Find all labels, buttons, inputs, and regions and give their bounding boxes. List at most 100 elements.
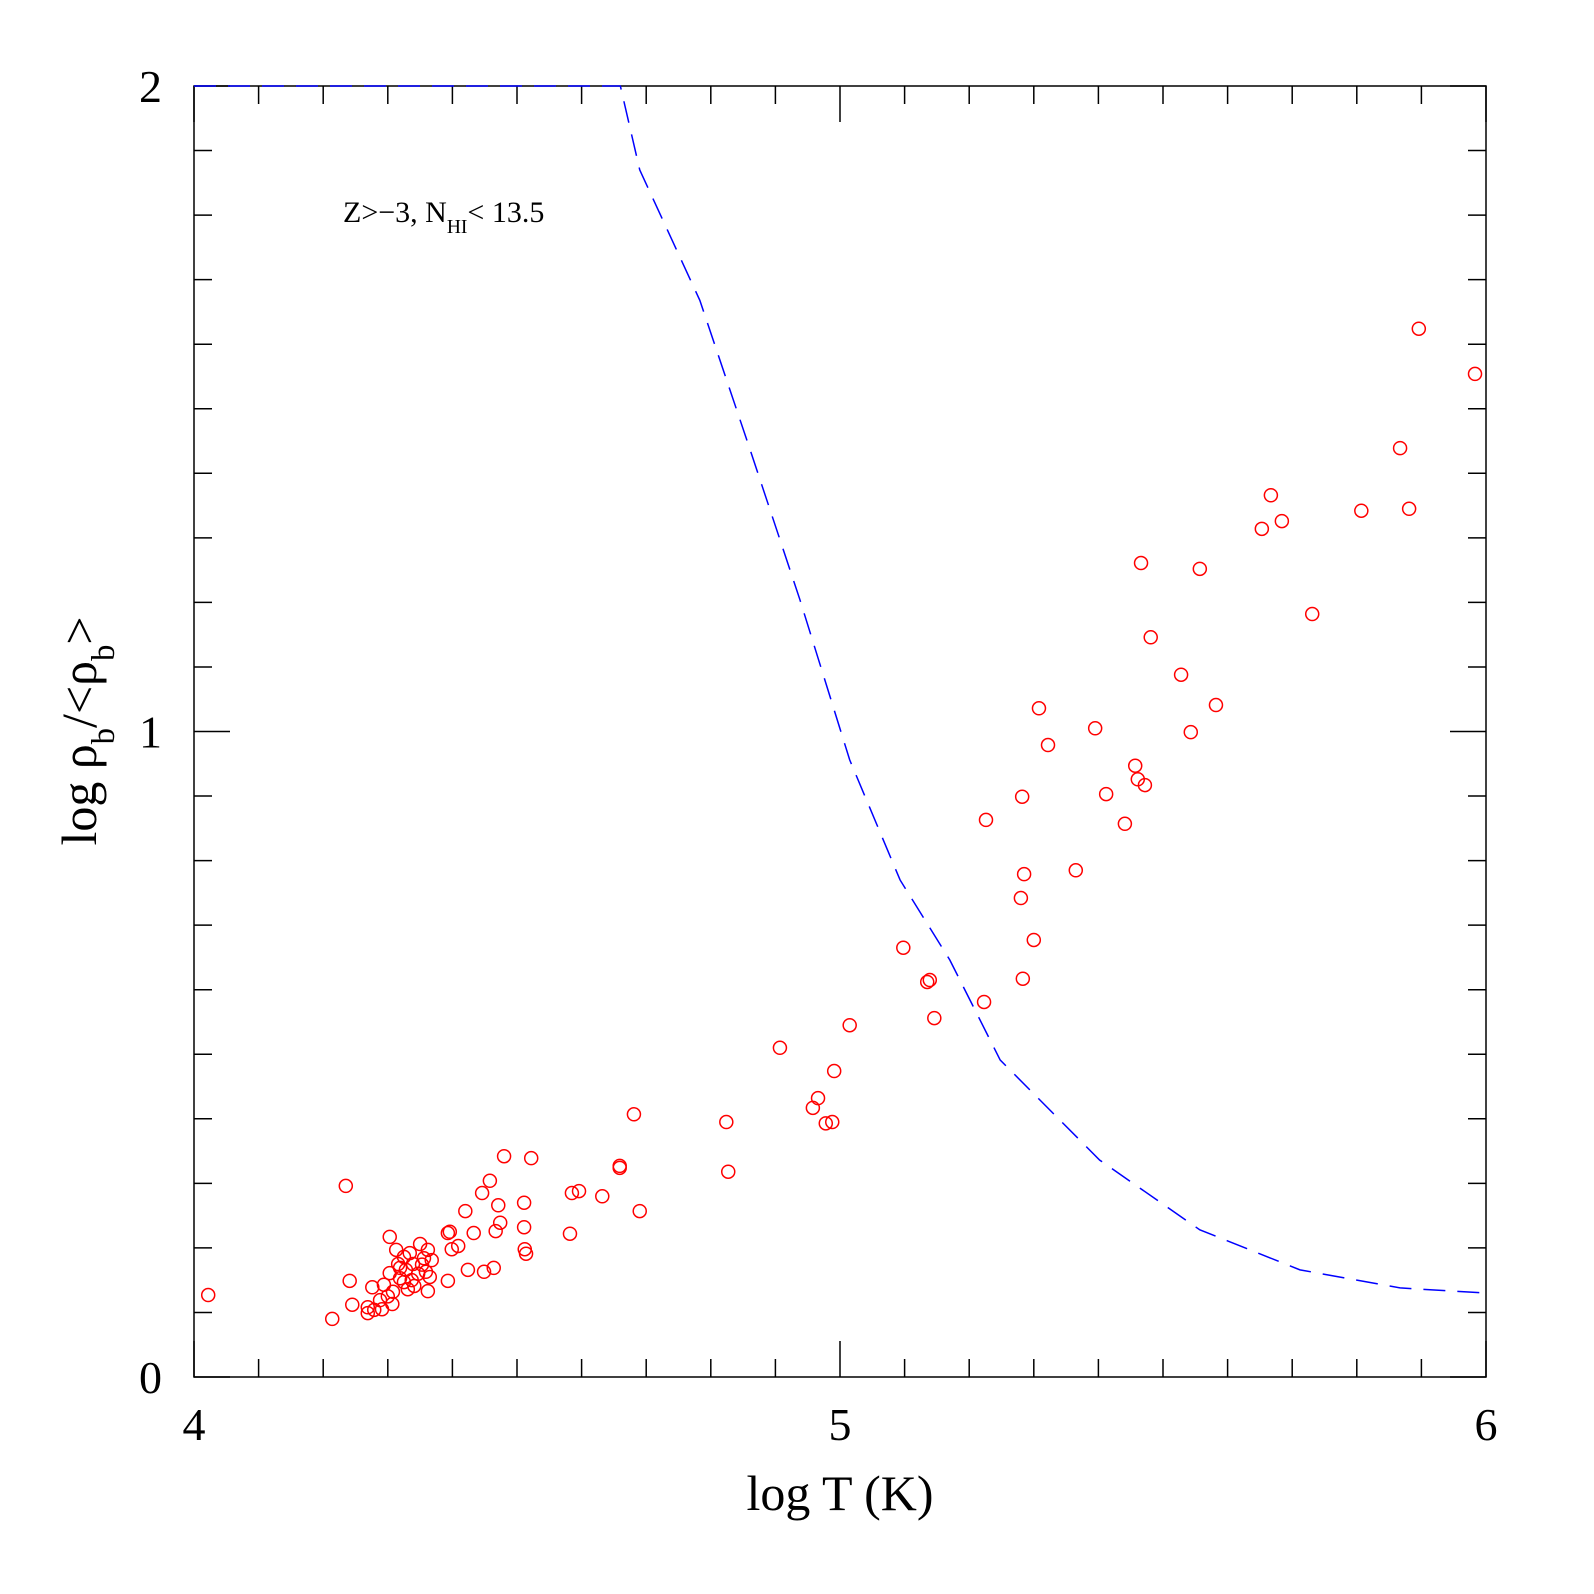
- scatter-point: [1173, 667, 1189, 682]
- text-part: Z>−3, N: [343, 196, 447, 229]
- y-tick-label: 0: [139, 1352, 162, 1403]
- scatter-point: [1208, 697, 1224, 713]
- scatter-point: [388, 1242, 404, 1258]
- scatter-point: [818, 1116, 834, 1131]
- scatter-point: [491, 1198, 506, 1213]
- dashed-curve: [194, 85, 1487, 1294]
- scatter-point: [420, 1242, 436, 1258]
- x-tick-label: 6: [1475, 1399, 1498, 1450]
- scatter-point: [1183, 724, 1199, 740]
- scatter-point: [571, 1183, 587, 1199]
- scatter-point: [458, 1203, 473, 1219]
- scatter-point: [976, 994, 992, 1010]
- scatter-point: [720, 1164, 736, 1179]
- scatter-point: [450, 1238, 466, 1254]
- scatter-point: [516, 1219, 532, 1235]
- x-tick-label: 5: [829, 1399, 852, 1450]
- scatter-point: [1117, 816, 1133, 832]
- scatter-point: [919, 974, 935, 990]
- scatter-point: [626, 1107, 642, 1122]
- scatter-point: [1013, 890, 1029, 906]
- y-tick-label: 1: [139, 707, 162, 758]
- text-part: >: [51, 616, 107, 644]
- scatter-point: [772, 1040, 788, 1056]
- text-part: /<ρ: [51, 661, 107, 728]
- scatter-point: [422, 1269, 438, 1285]
- scatter-point: [380, 1289, 396, 1304]
- scatter-point: [1263, 487, 1279, 503]
- scatter-point: [810, 1090, 826, 1106]
- scatter-point: [1392, 440, 1408, 456]
- scatter-point: [1411, 321, 1427, 336]
- x-tick-label: 4: [183, 1399, 206, 1450]
- scatter-point: [1254, 521, 1270, 537]
- scatter-point: [1192, 561, 1208, 577]
- scatter-point: [632, 1203, 647, 1219]
- scatter-point: [1015, 971, 1031, 986]
- scatter-point: [440, 1225, 456, 1241]
- scatter-point: [492, 1215, 508, 1230]
- scatter-point: [342, 1273, 357, 1289]
- scatter-point: [1467, 366, 1483, 382]
- scatter-point: [523, 1150, 539, 1166]
- scatter-point: [824, 1114, 840, 1130]
- annotation: Z>−3, NHI< 13.5: [343, 196, 544, 238]
- scatter-point: [1274, 513, 1290, 529]
- y-tick-label: 2: [139, 61, 162, 112]
- scatter-point: [420, 1283, 436, 1299]
- x-axis-label: log T (K): [746, 1465, 933, 1521]
- scatter-point: [1014, 789, 1030, 804]
- text-part: HI: [447, 217, 468, 238]
- scatter-point: [896, 940, 911, 955]
- scatter-point: [1098, 786, 1114, 802]
- scatter-point: [1087, 721, 1103, 736]
- scatter-point: [826, 1063, 842, 1079]
- text-part: b: [86, 645, 122, 661]
- y-axis-label: log ρb/<ρb>: [51, 616, 122, 845]
- scatter-point: [1040, 737, 1056, 753]
- scatter-point: [805, 1100, 821, 1116]
- scatter-point: [922, 972, 938, 988]
- scatter-point: [516, 1195, 532, 1210]
- scatter-point: [1401, 501, 1417, 517]
- scatter-point: [486, 1260, 501, 1276]
- scatter-point: [385, 1296, 400, 1312]
- scatter-point: [978, 812, 994, 828]
- scatter-point: [1026, 932, 1042, 948]
- scatter-point: [1127, 758, 1143, 773]
- scatter-point: [442, 1224, 458, 1240]
- scatter-point: [402, 1245, 418, 1261]
- scatter-point: [440, 1273, 456, 1289]
- text-part: log ρ: [51, 744, 107, 845]
- scatter-point: [482, 1173, 498, 1189]
- scatter-point: [1133, 555, 1149, 571]
- scatter-point: [488, 1223, 503, 1239]
- scatter-point: [382, 1229, 397, 1245]
- scatter-point: [1031, 701, 1047, 716]
- scatter-point: [460, 1262, 476, 1278]
- scatter-point: [324, 1311, 340, 1327]
- text-part: < 13.5: [467, 196, 544, 229]
- scatter-point: [595, 1189, 610, 1204]
- scatter-point: [372, 1292, 388, 1308]
- plot-frame: [193, 85, 1487, 1378]
- scatter-point: [1143, 630, 1158, 645]
- text-part: b: [86, 728, 122, 744]
- scatter-point: [360, 1300, 376, 1315]
- scatter-point: [345, 1297, 360, 1312]
- scatter-point: [200, 1287, 216, 1303]
- scatter-point: [562, 1226, 578, 1241]
- scatter-point: [518, 1246, 534, 1261]
- scatter-point: [476, 1264, 492, 1280]
- scatter-point: [496, 1148, 512, 1164]
- scatter-point: [416, 1250, 432, 1266]
- scatter-point: [1016, 866, 1032, 882]
- scatter-point: [474, 1185, 490, 1201]
- scatter-point: [385, 1284, 401, 1300]
- scatter-point: [1354, 503, 1369, 518]
- scatter-point: [424, 1252, 439, 1268]
- scatter-point: [719, 1114, 734, 1130]
- scatter-point: [842, 1017, 857, 1033]
